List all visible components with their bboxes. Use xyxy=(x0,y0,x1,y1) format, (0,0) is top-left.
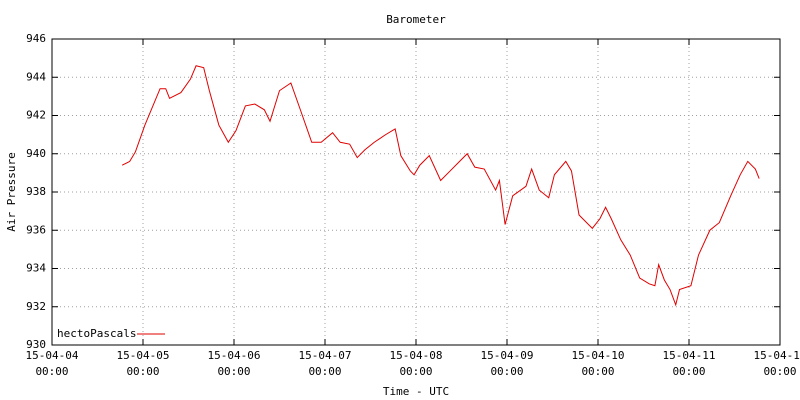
y-tick-label: 946 xyxy=(26,32,46,45)
x-tick-label: 15-04-09 00:00 xyxy=(481,349,534,378)
data-line xyxy=(121,65,760,307)
plot-frame xyxy=(51,38,781,346)
y-tick-label: 944 xyxy=(26,70,46,83)
x-tick-label: 15-04-06 00:00 xyxy=(208,349,261,378)
x-tick-label: 15-04-11 00:00 xyxy=(663,349,716,378)
y-tick-label: 936 xyxy=(26,223,46,236)
legend-label: hectoPascals xyxy=(57,327,136,340)
y-tick-label: 938 xyxy=(26,185,46,198)
y-tick-label: 932 xyxy=(26,300,46,313)
x-tick-label: 15-04-05 00:00 xyxy=(117,349,170,378)
x-tick-label: 15-04-10 00:00 xyxy=(572,349,625,378)
y-tick-label: 942 xyxy=(26,109,46,122)
y-tick-label: 930 xyxy=(26,338,46,351)
y-tick-label: 934 xyxy=(26,262,46,275)
y-tick-label: 940 xyxy=(26,147,46,160)
x-tick-label: 15-04-1200:00 xyxy=(754,349,800,378)
x-axis-label: Time - UTC xyxy=(383,385,449,398)
x-tick-label: 15-04-08 00:00 xyxy=(390,349,443,378)
x-tick-label: 15-04-04 00:00 xyxy=(26,349,79,378)
y-axis-label: Air Pressure xyxy=(5,152,18,231)
chart-title: Barometer xyxy=(386,13,446,26)
x-tick-label: 15-04-07 00:00 xyxy=(299,349,352,378)
